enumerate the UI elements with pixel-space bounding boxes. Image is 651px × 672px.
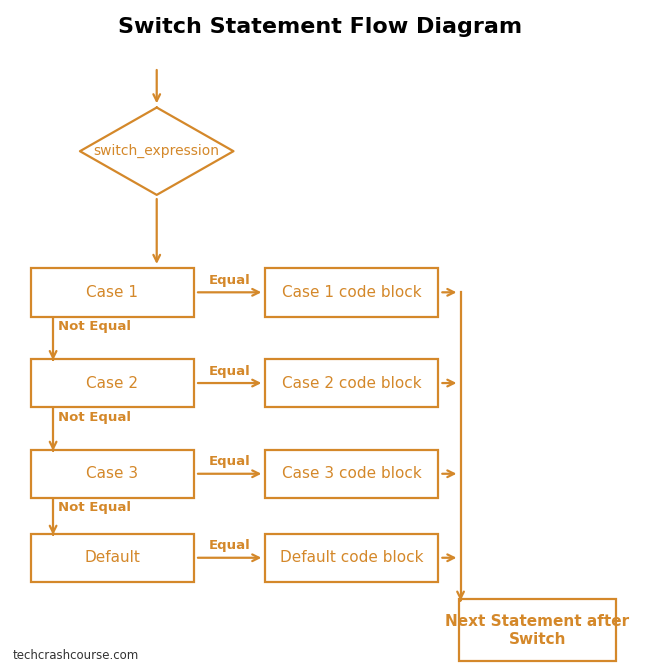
Text: Case 2: Case 2: [87, 376, 138, 390]
Text: Case 1: Case 1: [87, 285, 138, 300]
Text: Default: Default: [85, 550, 140, 565]
Text: Case 2 code block: Case 2 code block: [282, 376, 422, 390]
Text: Case 3 code block: Case 3 code block: [282, 466, 422, 481]
Text: Equal: Equal: [209, 365, 251, 378]
Text: Default code block: Default code block: [280, 550, 424, 565]
FancyBboxPatch shape: [266, 534, 438, 582]
Text: techcrashcourse.com: techcrashcourse.com: [13, 649, 139, 662]
Text: Case 1 code block: Case 1 code block: [282, 285, 422, 300]
Text: Next Statement after
Switch: Next Statement after Switch: [445, 614, 630, 646]
Text: Case 3: Case 3: [86, 466, 138, 481]
Text: Equal: Equal: [209, 274, 251, 287]
FancyBboxPatch shape: [31, 268, 194, 317]
FancyBboxPatch shape: [266, 268, 438, 317]
Text: switch_expression: switch_expression: [94, 144, 220, 159]
FancyBboxPatch shape: [31, 450, 194, 498]
FancyBboxPatch shape: [266, 359, 438, 407]
FancyBboxPatch shape: [266, 450, 438, 498]
FancyBboxPatch shape: [459, 599, 616, 661]
Text: Equal: Equal: [209, 456, 251, 468]
Text: Switch Statement Flow Diagram: Switch Statement Flow Diagram: [118, 17, 522, 37]
Text: Not Equal: Not Equal: [58, 411, 132, 423]
Text: Not Equal: Not Equal: [58, 320, 132, 333]
FancyBboxPatch shape: [31, 359, 194, 407]
FancyBboxPatch shape: [31, 534, 194, 582]
Text: Not Equal: Not Equal: [58, 501, 132, 514]
Text: Equal: Equal: [209, 540, 251, 552]
